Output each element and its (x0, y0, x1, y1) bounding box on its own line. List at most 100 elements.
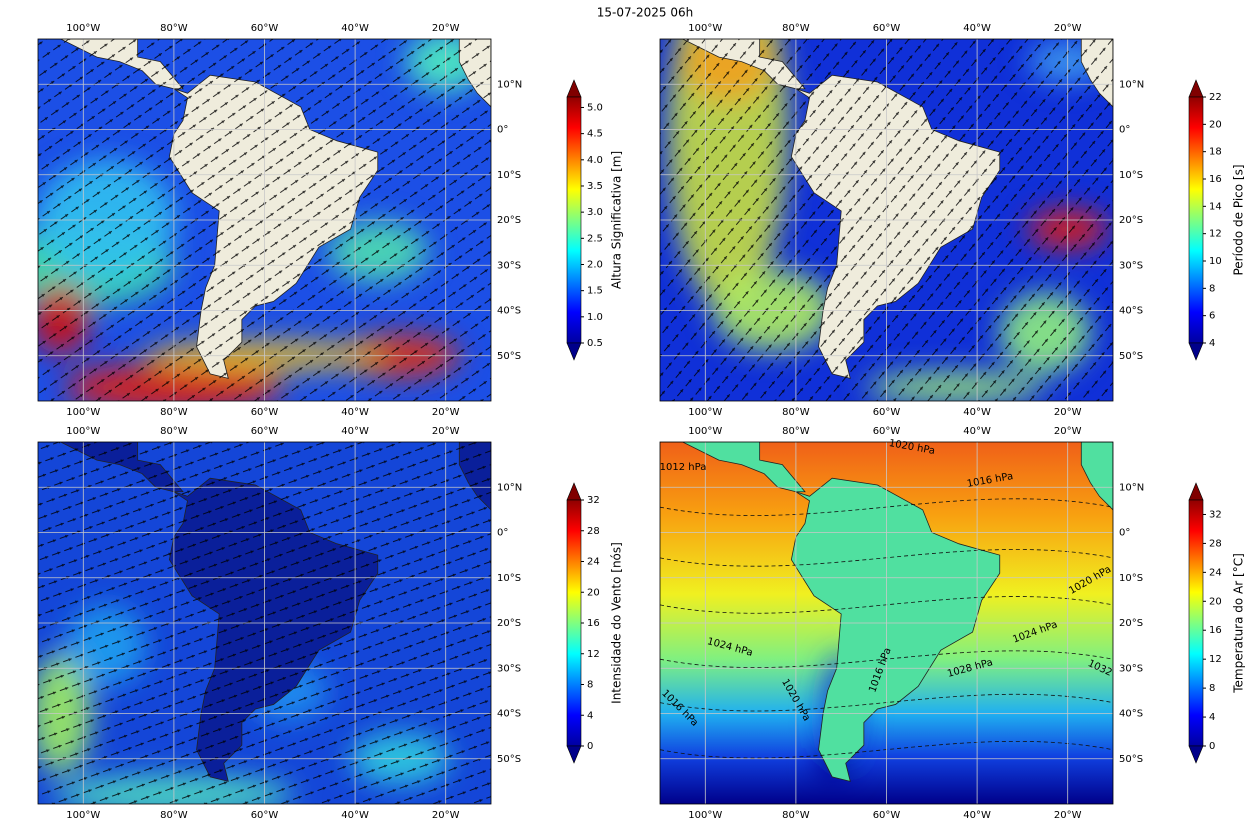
lat-tick-label: 50°S (497, 754, 521, 765)
figure-title: 15-07-2025 06h (597, 6, 693, 20)
colorbar-tick-label: 12 (1209, 229, 1222, 240)
map-field (38, 39, 491, 401)
lat-tick-label: 50°S (1119, 351, 1143, 362)
lat-tick-label: 0° (1119, 125, 1130, 136)
lon-tick-label: 80°W (160, 407, 188, 418)
lat-tick-label: 0° (497, 125, 508, 136)
colorbar-tick-label: 0 (1209, 741, 1215, 752)
colorbar: 0 4 8 12 16 20 24 28 32 Intensidade do Vento [nós… (566, 482, 624, 764)
lon-tick-label: 60°W (873, 23, 901, 34)
lat-tick-label: 30°S (1119, 663, 1143, 674)
colorbar-tick-label: 5.0 (587, 102, 603, 113)
lat-tick-label: 50°S (1119, 754, 1143, 765)
colorbar: 0 4 8 12 16 20 24 28 32 Temperatura do Ar [°C] (1188, 482, 1246, 764)
colorbar-tick-label: 12 (1209, 654, 1222, 665)
lat-tick-label: 10°S (1119, 573, 1143, 584)
lon-tick-label: 60°W (873, 407, 901, 418)
land (660, 442, 806, 493)
lat-tick-label: 10°N (1119, 79, 1144, 90)
colorbar-tick-label: 32 (1209, 509, 1222, 520)
map-frame (659, 38, 1114, 402)
lon-tick-label: 40°W (341, 23, 369, 34)
colorbar-tick-label: 12 (587, 649, 600, 660)
colorbar-body (566, 499, 582, 747)
lon-tick-label: 80°W (160, 23, 188, 34)
lon-tick-label: 100°W (66, 23, 100, 34)
lon-tick-label: 40°W (341, 407, 369, 418)
colorbar-extend-max (1188, 79, 1204, 98)
lat-tick-label: 30°S (497, 663, 521, 674)
lon-tick-label: 80°W (782, 23, 810, 34)
colorbar-tick-label: 4.5 (587, 129, 603, 140)
lat-tick-label: 40°S (1119, 306, 1143, 317)
lon-tick-label: 100°W (66, 407, 100, 418)
lat-tick-label: 40°S (497, 709, 521, 720)
lon-tick-label: 20°W (432, 407, 460, 418)
colorbar-tick-label: 0.5 (587, 338, 603, 349)
lat-tick-label: 40°S (1119, 709, 1143, 720)
lat-tick-label: 0° (497, 528, 508, 539)
lon-tick-label: 80°W (782, 426, 810, 437)
lat-tick-label: 40°S (497, 306, 521, 317)
isobar (660, 650, 1113, 668)
colorbar-extend-max (1188, 482, 1204, 501)
map-frame (37, 38, 492, 402)
colorbar-extend-min (566, 342, 582, 361)
colorbar-tick-label: 16 (1209, 625, 1222, 636)
lat-tick-label: 20°S (497, 215, 521, 226)
colorbar-tick-label: 28 (587, 526, 600, 537)
lon-tick-label: 60°W (251, 23, 279, 34)
lon-tick-label: 100°W (688, 407, 722, 418)
colorbar-extend-min (566, 745, 582, 764)
colorbar-tick-label: 24 (587, 557, 600, 568)
colorbar-tick-label: 0 (587, 741, 593, 752)
map-panel: 100°W 100°W 80°W 80°W 60°W 60°W 40°W 40°W 20°W 20… (37, 23, 522, 418)
colorbar-tick-label: 16 (587, 618, 600, 629)
lon-tick-label: 40°W (963, 23, 991, 34)
lon-tick-label: 80°W (782, 810, 810, 821)
lon-tick-label: 100°W (688, 23, 722, 34)
lat-tick-label: 20°S (497, 618, 521, 629)
lon-tick-label: 80°W (160, 810, 188, 821)
colorbar-label: Altura Significativa [m] (610, 151, 624, 289)
lat-tick-label: 0° (1119, 528, 1130, 539)
lon-tick-label: 60°W (251, 407, 279, 418)
isobar (660, 549, 1113, 567)
lon-tick-label: 40°W (341, 426, 369, 437)
colorbar-tick-label: 16 (1209, 174, 1222, 185)
colorbar-tick-label: 20 (587, 587, 600, 598)
colorbar-tick-label: 8 (1209, 683, 1215, 694)
lon-tick-label: 80°W (160, 426, 188, 437)
colorbar-extend-max (566, 79, 582, 98)
lat-tick-label: 50°S (497, 351, 521, 362)
lat-tick-label: 10°S (497, 170, 521, 181)
colorbar-tick-label: 14 (1209, 201, 1222, 212)
lat-tick-label: 10°N (497, 482, 522, 493)
lat-tick-label: 20°S (1119, 618, 1143, 629)
contour-label: 1012 hPa (660, 462, 707, 473)
colorbar-tick-label: 18 (1209, 147, 1222, 158)
colorbar-extend-min (1188, 745, 1204, 764)
map-panel: 100°W 100°W 80°W 80°W 60°W 60°W 40°W 40°W 20°W 20… (659, 426, 1144, 821)
colorbar-extend-min (1188, 342, 1204, 361)
lon-tick-label: 20°W (1054, 426, 1082, 437)
lon-tick-label: 60°W (251, 810, 279, 821)
colorbar: 0.5 1.0 1.5 2.0 2.5 3.0 3.5 4.0 4.5 5.0 Altura Sig… (566, 79, 624, 361)
map-panel: 100°W 100°W 80°W 80°W 60°W 60°W 40°W 40°W 20°W 20… (659, 23, 1144, 418)
lon-tick-label: 20°W (1054, 810, 1082, 821)
lon-tick-label: 20°W (1054, 407, 1082, 418)
lon-tick-label: 100°W (688, 426, 722, 437)
colorbar-tick-label: 8 (1209, 283, 1215, 294)
colorbar-tick-label: 1.0 (587, 312, 603, 323)
lat-tick-label: 30°S (497, 260, 521, 271)
colorbar-extend-max (566, 482, 582, 501)
lat-tick-label: 10°N (1119, 482, 1144, 493)
isobar (660, 693, 1113, 712)
colorbar-tick-label: 4 (1209, 338, 1215, 349)
colorbar-tick-label: 4 (1209, 712, 1215, 723)
lon-tick-label: 40°W (963, 426, 991, 437)
lon-tick-label: 20°W (1054, 23, 1082, 34)
colorbar-tick-label: 6 (1209, 311, 1215, 322)
lon-tick-label: 20°W (432, 23, 460, 34)
lon-tick-label: 100°W (66, 426, 100, 437)
